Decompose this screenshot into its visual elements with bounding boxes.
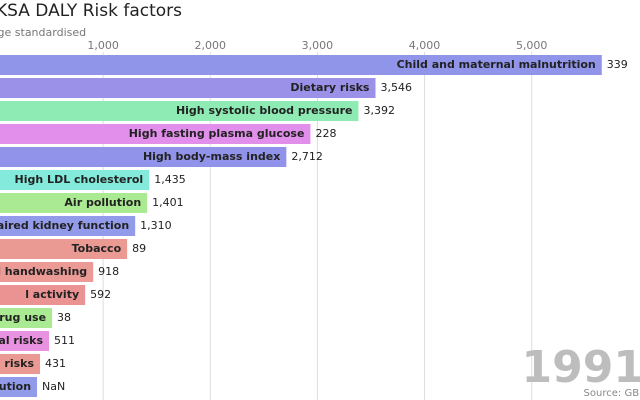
- bar-label: l activity: [25, 288, 79, 301]
- x-tick-label: 1,000: [87, 39, 119, 52]
- end-label: 1,401: [152, 196, 184, 209]
- bar: [0, 147, 287, 167]
- chart-subtitle: Age standardised: [0, 26, 86, 39]
- bar-label: Tobacco: [72, 242, 122, 255]
- bar-label: l risks: [0, 357, 34, 370]
- bar: [0, 354, 41, 374]
- end-label: 918: [98, 265, 119, 278]
- bar-label: paired kidney function: [0, 219, 129, 232]
- bar: [0, 216, 136, 236]
- end-label: 38: [57, 311, 71, 324]
- bar: [0, 239, 128, 259]
- end-label: 1,310: [140, 219, 172, 232]
- end-label: 89: [132, 242, 146, 255]
- x-tick-label: 4,000: [409, 39, 441, 52]
- bar-label: lution: [0, 380, 31, 393]
- bar-label: Drug use: [0, 311, 46, 324]
- end-label: 3,546: [380, 81, 412, 94]
- x-tick-label: 5,000: [516, 39, 548, 52]
- chart-title: KSA DALY Risk factors: [0, 1, 182, 21]
- end-label: 2,712: [291, 150, 323, 163]
- bar: [0, 193, 148, 213]
- bar: [0, 331, 50, 351]
- bar-label: High body-mass index: [143, 150, 280, 163]
- bar-label: Air pollution: [64, 196, 141, 209]
- bar-label: d handwashing: [0, 265, 87, 278]
- bar: [0, 78, 376, 98]
- end-label: 431: [45, 357, 66, 370]
- bar-label: High LDL cholesterol: [15, 173, 144, 186]
- bar: [0, 377, 38, 397]
- bar: [0, 170, 150, 190]
- end-label: 592: [90, 288, 111, 301]
- bar: [0, 101, 359, 121]
- x-tick-label: 3,000: [302, 39, 334, 52]
- end-label: NaN: [42, 380, 65, 393]
- bar-label: Child and maternal malnutrition: [397, 58, 596, 71]
- end-label: 1,435: [154, 173, 186, 186]
- end-label: 228: [315, 127, 336, 140]
- bar-label: Dietary risks: [290, 81, 370, 94]
- end-label: 339: [607, 58, 628, 71]
- bar: [0, 285, 86, 305]
- source-label: Source: GBI: [584, 388, 640, 399]
- end-label: 511: [54, 334, 75, 347]
- bar: [0, 55, 602, 75]
- bar-label: High fasting plasma glucose: [129, 127, 305, 140]
- bar-label: High systolic blood pressure: [176, 104, 353, 117]
- bar: [0, 124, 311, 144]
- end-label: 3,392: [363, 104, 395, 117]
- bar: [0, 308, 53, 328]
- bar: [0, 262, 94, 282]
- year-label: 1991: [522, 342, 640, 393]
- bar-label: nal risks: [0, 334, 43, 347]
- x-tick-label: 2,000: [195, 39, 227, 52]
